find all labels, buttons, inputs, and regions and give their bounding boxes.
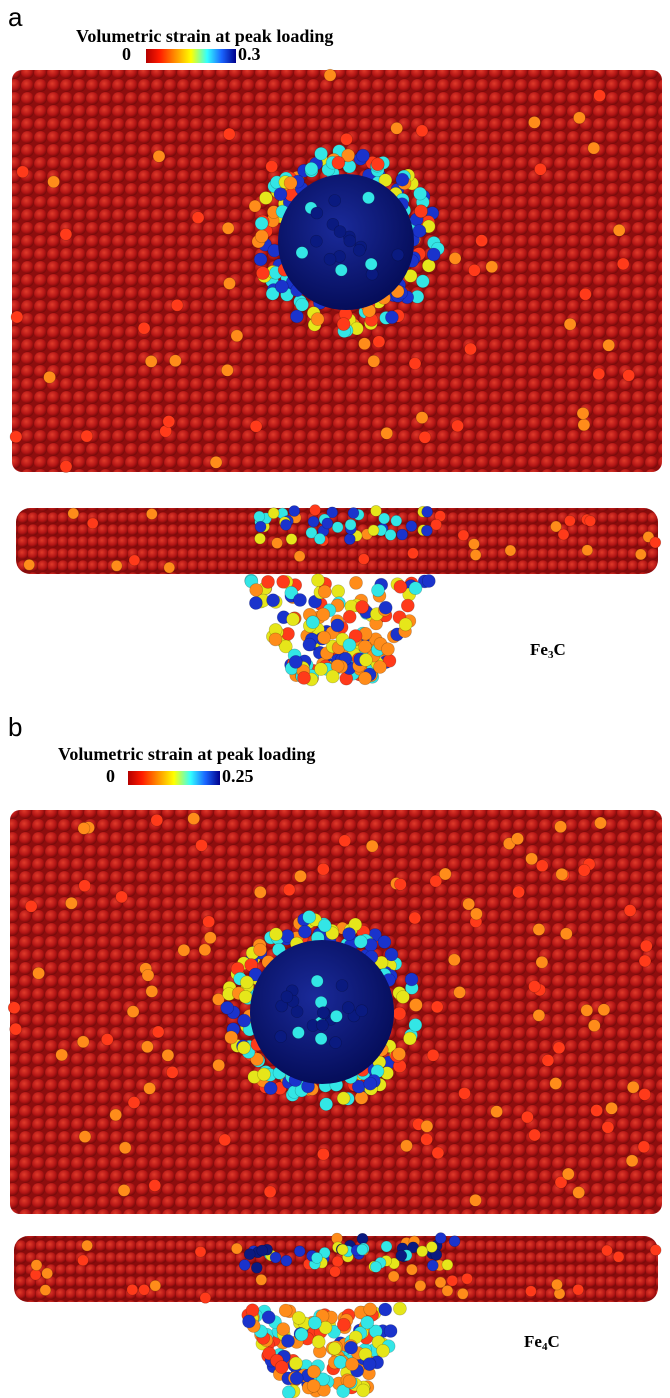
panel-a-material-base: Fe xyxy=(530,640,548,659)
panel-b-colorbar-title: Volumetric strain at peak loading xyxy=(58,744,316,764)
panel-a-colorbar-min: 0 xyxy=(122,44,131,64)
panel-b-colorbar-min: 0 xyxy=(106,766,115,786)
panel-a-top-view xyxy=(9,68,662,473)
panel-a-colorbar-title: Volumetric strain at peak loading xyxy=(76,26,334,46)
panel-a-letter: a xyxy=(8,2,23,32)
panel-a-material-label: Fe3C xyxy=(530,640,566,661)
panel-b-material-base: Fe xyxy=(524,1332,542,1351)
panel-b-material-label: Fe4C xyxy=(524,1332,560,1353)
panel-a-colorbar xyxy=(146,49,236,63)
panel-b-letter: b xyxy=(8,712,23,742)
panel-b-material-tail: C xyxy=(547,1332,560,1351)
panel-b-colorbar xyxy=(128,771,220,785)
panel-a-material-sub: 3 xyxy=(547,649,554,661)
panel-b-material-sub: 4 xyxy=(541,1341,548,1353)
panel-b-top-view xyxy=(7,810,662,1214)
panel-a-material-tail: C xyxy=(553,640,566,659)
panel-b-side-view xyxy=(14,1232,662,1398)
panel-a-side-view xyxy=(16,504,662,687)
panel-b-colorbar-max: 0.25 xyxy=(222,766,254,786)
panel-a-colorbar-max: 0.3 xyxy=(238,44,261,64)
